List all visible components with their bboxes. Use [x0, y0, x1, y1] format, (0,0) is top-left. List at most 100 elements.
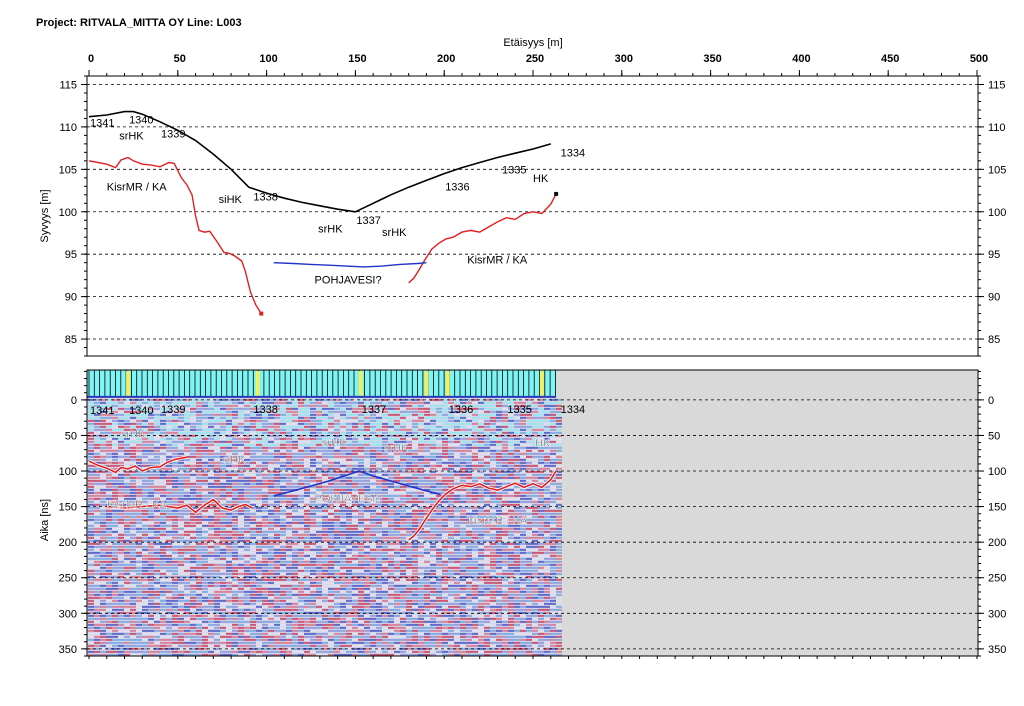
radar-pixel: [94, 470, 100, 473]
radar-pixel: [310, 521, 316, 524]
radar-pixel: [340, 482, 346, 485]
radar-pixel: [292, 557, 298, 560]
radar-pixel: [280, 524, 286, 527]
radar-pixel: [364, 434, 370, 437]
radar-pixel: [370, 521, 376, 524]
radar-pixel: [334, 425, 340, 428]
radar-pixel: [196, 494, 202, 497]
radar-pixel: [448, 428, 454, 431]
radar-pixel: [202, 512, 208, 515]
radar-pixel: [88, 452, 94, 455]
radar-pixel: [430, 482, 436, 485]
radar-pixel: [448, 563, 454, 566]
radar-pixel: [436, 527, 442, 530]
radar-pixel: [532, 488, 538, 491]
radar-pixel: [424, 491, 430, 494]
radar-pixel: [112, 566, 118, 569]
radar-pixel: [490, 557, 496, 560]
radar-pixel: [238, 527, 244, 530]
radar-pixel: [544, 398, 550, 401]
radar-pixel: [214, 515, 220, 518]
radar-pixel: [154, 560, 160, 563]
radar-pixel: [508, 509, 514, 512]
radar-pixel: [472, 470, 478, 473]
radar-pixel: [364, 401, 370, 404]
radar-pixel: [478, 428, 484, 431]
radar-pixel: [250, 419, 256, 422]
radar-pixel: [502, 521, 508, 524]
radar-pixel: [394, 524, 400, 527]
radar-pixel: [388, 530, 394, 533]
radar-pixel: [388, 518, 394, 521]
radar-pixel: [238, 497, 244, 500]
radar-pixel: [94, 575, 100, 578]
radar-pixel: [526, 515, 532, 518]
radar-pixel: [154, 404, 160, 407]
radar-pixel: [268, 458, 274, 461]
radar-pixel: [238, 500, 244, 503]
radar-pixel: [334, 557, 340, 560]
radar-pixel: [442, 437, 448, 440]
radar-pixel: [382, 473, 388, 476]
radar-pixel: [316, 494, 322, 497]
radar-pixel: [334, 566, 340, 569]
radar-pixel: [340, 512, 346, 515]
radar-pixel: [526, 542, 532, 545]
radar-pixel: [394, 455, 400, 458]
radar-pixel: [544, 416, 550, 419]
radar-pixel: [250, 527, 256, 530]
radar-pixel: [178, 461, 184, 464]
radar-pixel: [400, 530, 406, 533]
radar-pixel: [118, 431, 124, 434]
radar-pixel: [460, 554, 466, 557]
radar-pixel: [232, 569, 238, 572]
radar-pixel: [196, 482, 202, 485]
radar-pixel: [352, 506, 358, 509]
radar-pixel: [352, 554, 358, 557]
radar-pixel: [496, 428, 502, 431]
radar-pixel: [250, 476, 256, 479]
radar-pixel: [118, 491, 124, 494]
radar-pixel: [160, 548, 166, 551]
radar-pixel: [238, 557, 244, 560]
radar-pixel: [220, 533, 226, 536]
radar-pixel: [508, 566, 514, 569]
radar-pixel: [370, 470, 376, 473]
radar-pixel: [244, 416, 250, 419]
radar-pixel: [298, 518, 304, 521]
radar-pixel: [490, 497, 496, 500]
radar-pixel: [424, 521, 430, 524]
radar-pixel: [334, 545, 340, 548]
radar-pixel: [256, 500, 262, 503]
radar-pixel: [232, 485, 238, 488]
radar-pixel: [130, 494, 136, 497]
radar-pixel: [340, 497, 346, 500]
radar-pixel: [142, 560, 148, 563]
radar-pixel: [394, 404, 400, 407]
radar-pixel: [274, 419, 280, 422]
radar-pixel: [490, 521, 496, 524]
radar-pixel: [436, 485, 442, 488]
radar-pixel: [418, 467, 424, 470]
radar-pixel: [520, 419, 526, 422]
radar-pixel: [322, 515, 328, 518]
radar-pixel: [130, 569, 136, 572]
radar-pixel: [466, 416, 472, 419]
radar-pixel: [160, 446, 166, 449]
radar-pixel: [424, 458, 430, 461]
radar-pixel: [214, 518, 220, 521]
radar-pixel: [292, 569, 298, 572]
radar-pixel: [328, 428, 334, 431]
radar-pixel: [400, 413, 406, 416]
radar-pixel: [520, 434, 526, 437]
radar-pixel: [376, 566, 382, 569]
radar-pixel: [172, 491, 178, 494]
radar-pixel: [142, 482, 148, 485]
radar-pixel: [124, 482, 130, 485]
radar-pixel: [550, 425, 556, 428]
radar-pixel: [298, 428, 304, 431]
radar-pixel: [214, 548, 220, 551]
radar-pixel: [490, 548, 496, 551]
radar-pixel: [484, 530, 490, 533]
radar-pixel: [166, 398, 172, 401]
